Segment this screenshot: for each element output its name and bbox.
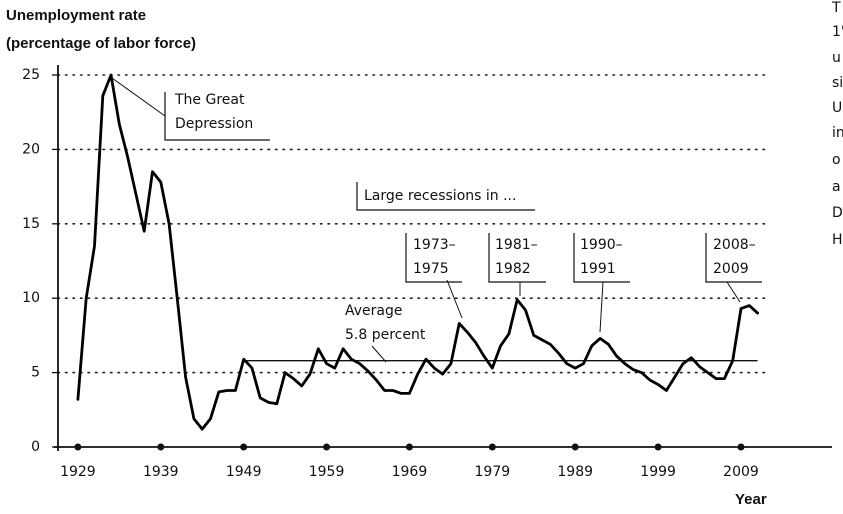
- margin-text: 1': [832, 24, 843, 40]
- annotation-leader: [371, 345, 387, 363]
- annotation-leader: [599, 281, 604, 333]
- margin-text: si: [832, 75, 843, 91]
- x-tick: [323, 443, 331, 451]
- x-tick-label: 1979: [475, 464, 511, 480]
- x-axis-label: Year: [735, 491, 767, 508]
- annotation: 1991: [580, 261, 616, 277]
- annotation-leader: [111, 77, 166, 117]
- annotation: 1990–: [580, 237, 623, 253]
- x-tick: [488, 443, 496, 451]
- margin-text: a: [832, 179, 841, 195]
- margin-text: o: [832, 152, 841, 168]
- annotation: 2008–: [713, 237, 756, 253]
- y-axis-label: Unemployment rate: [6, 7, 146, 24]
- x-tick-label: 1969: [392, 464, 428, 480]
- annotation-frame: [164, 92, 270, 141]
- margin-text: T: [831, 0, 841, 16]
- margin-text: u: [832, 50, 841, 66]
- x-tick-label: 1929: [60, 464, 96, 480]
- y-tick-label: 20: [22, 141, 40, 157]
- margin-text: H: [832, 232, 843, 248]
- y-tick-label: 10: [22, 290, 40, 306]
- annotation: 5.8 percent: [345, 327, 426, 343]
- x-tick-label: 2009: [723, 464, 759, 480]
- x-tick: [571, 443, 579, 451]
- annotation: Average: [345, 303, 403, 319]
- annotation: 1981–: [495, 237, 538, 253]
- y-tick-label: 25: [22, 67, 40, 83]
- margin-text: U: [832, 100, 842, 116]
- x-tick: [405, 443, 413, 451]
- annotation: 1973–: [413, 237, 456, 253]
- annotation: 2009: [713, 261, 749, 277]
- x-tick-label: 1939: [143, 464, 179, 480]
- annotation-frame: [573, 233, 630, 283]
- x-tick-label: 1999: [640, 464, 676, 480]
- data-line: [76, 73, 759, 431]
- annotation-leader: [726, 281, 741, 303]
- annotation: Depression: [175, 116, 253, 132]
- annotation-frame: [405, 233, 462, 283]
- x-tick: [74, 443, 82, 451]
- x-tick: [157, 443, 165, 451]
- x-tick-label: 1989: [557, 464, 593, 480]
- annotation-frame: [356, 182, 535, 211]
- annotation: 1982: [495, 261, 531, 277]
- y-tick-label: 0: [31, 439, 40, 455]
- margin-text: in: [832, 125, 843, 141]
- annotation: 1975: [413, 261, 449, 277]
- annotation: The Great: [174, 92, 245, 108]
- x-tick: [240, 443, 248, 451]
- y-axis-label: (percentage of labor force): [6, 35, 196, 52]
- x-tick: [737, 443, 745, 451]
- annotation-frame: [488, 233, 546, 283]
- x-tick: [654, 443, 662, 451]
- annotation-frame: [705, 233, 762, 283]
- annotation-leader: [446, 279, 463, 319]
- x-tick-label: 1959: [309, 464, 345, 480]
- annotation: Large recessions in ...: [364, 188, 516, 204]
- margin-text: D: [832, 205, 843, 221]
- x-tick-label: 1949: [226, 464, 262, 480]
- y-tick-label: 15: [22, 216, 40, 232]
- y-tick-label: 5: [31, 365, 40, 381]
